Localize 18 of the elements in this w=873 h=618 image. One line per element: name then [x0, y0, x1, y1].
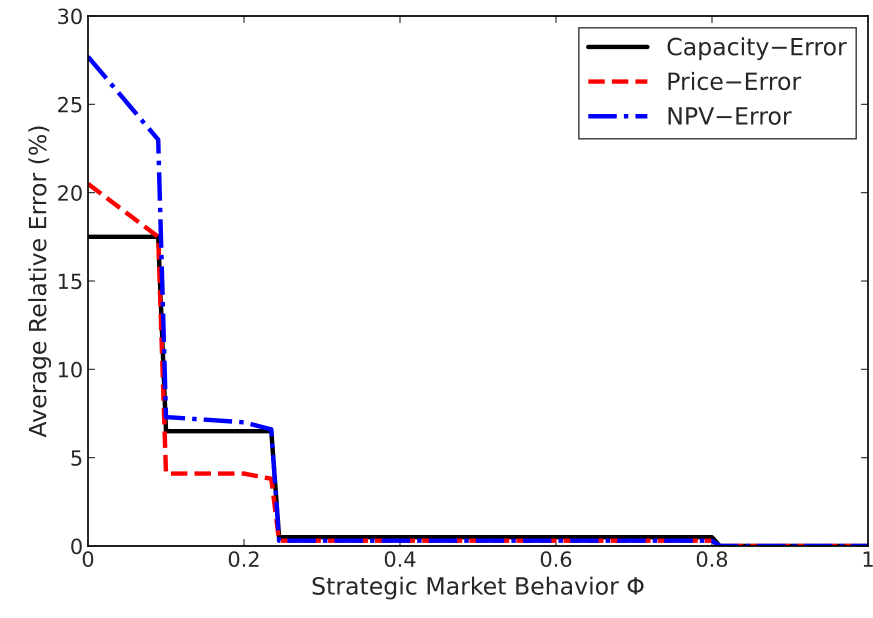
- y-tick-label: 20: [58, 185, 82, 201]
- x-tick-label: 0.2: [228, 551, 258, 567]
- y-tick-label: 25: [58, 96, 82, 113]
- x-tick-label: 1: [864, 552, 873, 567]
- x-tick-label: 0.6: [540, 551, 572, 567]
- legend-label: Capacity−Error: [668, 37, 847, 60]
- y-tick-label: 15: [58, 274, 82, 290]
- y-tick-label: 30: [58, 8, 82, 24]
- y-tick-label: 10: [58, 362, 82, 378]
- y-tick-label: 0: [71, 538, 82, 554]
- legend-label: Price−Error: [668, 72, 802, 90]
- x-tick-label: 0.4: [384, 551, 416, 567]
- y-tick-label: 5: [71, 450, 82, 466]
- x-tick-label: 0: [82, 551, 94, 567]
- x-axis-title: Strategic Market Behavior Φ: [312, 576, 644, 600]
- y-axis-title: Average Relative Error (%): [28, 126, 52, 438]
- x-tick-label: 0.8: [696, 551, 728, 567]
- legend-label: NPV−Error: [668, 107, 792, 125]
